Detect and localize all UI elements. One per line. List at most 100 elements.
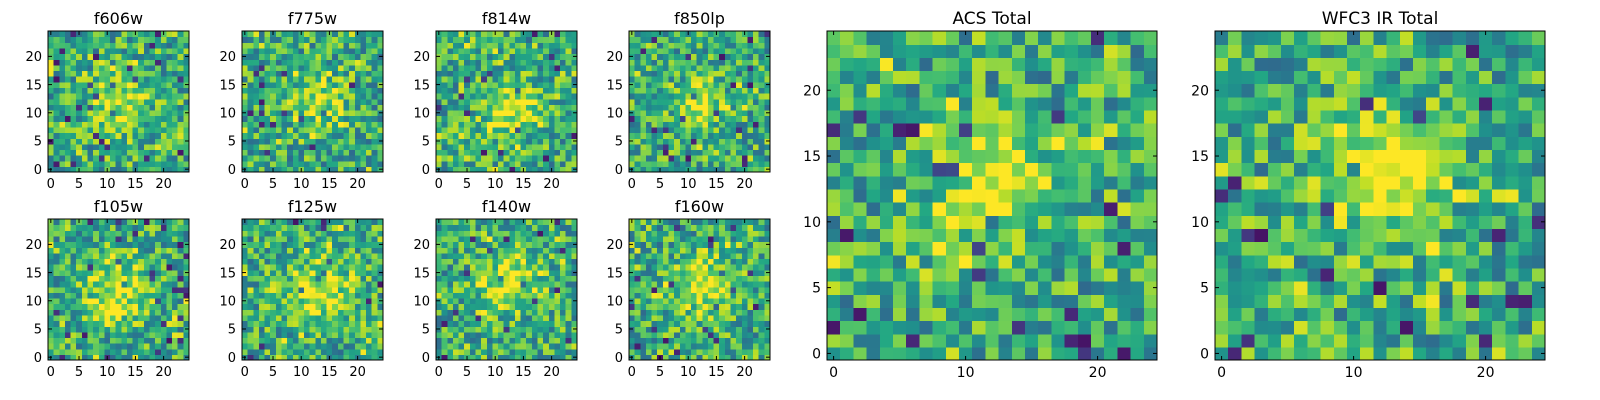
x-tick-label: 10 (99, 365, 116, 380)
heatmap-cell (155, 87, 162, 94)
heatmap-cell (64, 70, 72, 77)
heatmap-cell (298, 87, 305, 94)
heatmap-cell (98, 224, 105, 231)
heatmap-cell (719, 348, 726, 355)
heatmap-cell (253, 297, 260, 305)
heatmap-cell (160, 337, 168, 344)
heatmap-cell (87, 109, 94, 117)
heatmap-cell (253, 149, 260, 156)
heatmap-cell (332, 87, 339, 94)
heatmap-cell (629, 303, 636, 310)
heatmap-cell (70, 241, 77, 248)
heatmap-cell (514, 343, 522, 350)
heatmap-cell (475, 230, 482, 237)
heatmap-cell (343, 337, 350, 344)
heatmap-cell (132, 126, 139, 134)
heatmap-cell (377, 286, 384, 293)
heatmap-cell (736, 36, 743, 43)
heatmap-cell (736, 59, 743, 66)
heatmap-cell (691, 281, 698, 288)
heatmap-cell (247, 138, 254, 145)
heatmap-cell (371, 47, 378, 55)
heatmap-cell (486, 331, 493, 339)
heatmap-cell (360, 132, 367, 139)
heatmap-cell (747, 149, 754, 156)
heatmap-cell (315, 281, 322, 288)
heatmap-cell (183, 47, 190, 55)
heatmap-cell (149, 348, 156, 355)
heatmap-cell (543, 70, 550, 77)
heatmap-cell (138, 138, 145, 145)
heatmap-cell (360, 354, 367, 361)
heatmap-cell (76, 252, 83, 260)
heatmap-cell (645, 132, 653, 139)
heatmap-cell (371, 219, 378, 226)
heatmap-cell (691, 31, 698, 38)
heatmap-cell (304, 53, 311, 60)
heatmap-cell (247, 155, 254, 162)
heatmap-cell (287, 109, 294, 117)
heatmap-cell (281, 320, 288, 327)
heatmap-cell (531, 224, 539, 231)
heatmap-cell (571, 235, 578, 243)
heatmap-cell (349, 264, 356, 271)
heatmap-cell (520, 343, 527, 350)
heatmap-cell (172, 337, 179, 344)
heatmap-cell (543, 149, 550, 156)
heatmap-cell (560, 292, 567, 299)
heatmap-cell (309, 87, 316, 94)
heatmap-cell (724, 314, 732, 322)
heatmap-cell (371, 109, 378, 117)
heatmap-cell (736, 121, 743, 128)
heatmap-cell (503, 326, 510, 333)
heatmap-cell (657, 281, 664, 288)
heatmap-cell (713, 104, 720, 111)
heatmap-cell (668, 348, 675, 355)
heatmap-cell (730, 70, 737, 77)
heatmap-cell (172, 331, 179, 339)
heatmap-cell (668, 275, 675, 282)
heatmap-cell (366, 36, 373, 43)
heatmap-cell (730, 138, 737, 145)
heatmap-cell (475, 64, 482, 72)
heatmap-cell (76, 337, 83, 344)
heatmap-cell (292, 275, 299, 282)
heatmap-cell (366, 76, 373, 83)
heatmap-cell (571, 230, 578, 237)
heatmap-cell (464, 132, 471, 139)
heatmap-cell (177, 219, 184, 226)
heatmap-cell (81, 326, 89, 333)
heatmap-cell (270, 132, 277, 139)
heatmap-cell (166, 126, 173, 134)
heatmap-cell (81, 286, 89, 293)
heatmap-cell (629, 132, 636, 139)
heatmap-cell (691, 343, 698, 350)
heatmap-cell (337, 64, 345, 72)
heatmap-cell (160, 241, 168, 248)
heatmap-cell (492, 160, 499, 167)
heatmap-cell (270, 258, 277, 265)
heatmap-cell (110, 264, 117, 271)
heatmap-cell (76, 76, 83, 83)
heatmap-cell (764, 126, 771, 134)
heatmap-cell (554, 143, 561, 151)
heatmap-cell (696, 104, 703, 111)
heatmap-cell (177, 235, 184, 243)
heatmap-cell (758, 297, 765, 305)
heatmap-cell (247, 59, 254, 66)
heatmap-cell (298, 292, 305, 299)
heatmap-cell (138, 93, 145, 100)
heatmap-cell (264, 47, 271, 55)
heatmap-cell (138, 252, 145, 260)
heatmap-cell (571, 314, 578, 322)
heatmap-cell (503, 258, 510, 265)
heatmap-cell (741, 126, 749, 134)
heatmap-cell (452, 269, 460, 276)
heatmap-cell (87, 275, 94, 282)
heatmap-cell (275, 314, 283, 322)
heatmap-cell (634, 70, 641, 77)
y-tick-label: 10 (25, 106, 42, 121)
y-tick-label: 5 (615, 135, 623, 150)
heatmap-cell (292, 138, 299, 145)
heatmap-cell (674, 81, 681, 88)
